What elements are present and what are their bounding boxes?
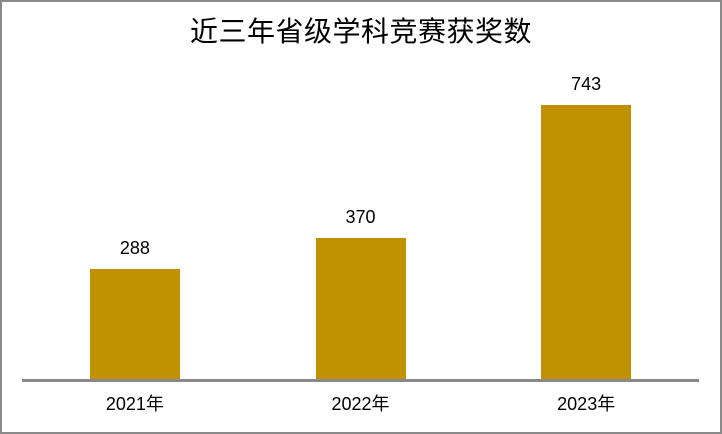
bar-2022: [315, 238, 406, 379]
bar-group-2023: 743: [473, 74, 699, 379]
x-axis-labels: 2021年 2022年 2023年: [22, 394, 699, 416]
bar-value-label-2022: 370: [345, 207, 376, 228]
bar-group-2022: 370: [248, 74, 474, 379]
plot-area: 288 370 743: [22, 74, 699, 379]
bar-value-label-2021: 288: [119, 238, 150, 259]
chart-title: 近三年省级学科竞赛获奖数: [189, 16, 532, 47]
bar-group-2021: 288: [22, 74, 248, 379]
bar-2021: [89, 269, 180, 379]
x-axis-label-2023: 2023年: [557, 394, 616, 414]
bar-value-label-2023: 743: [571, 74, 602, 94]
x-axis-line: [22, 379, 699, 382]
x-axis-label-2022: 2022年: [331, 394, 390, 414]
x-axis-label-2021: 2021年: [105, 394, 164, 414]
bar-2023: [541, 104, 632, 379]
